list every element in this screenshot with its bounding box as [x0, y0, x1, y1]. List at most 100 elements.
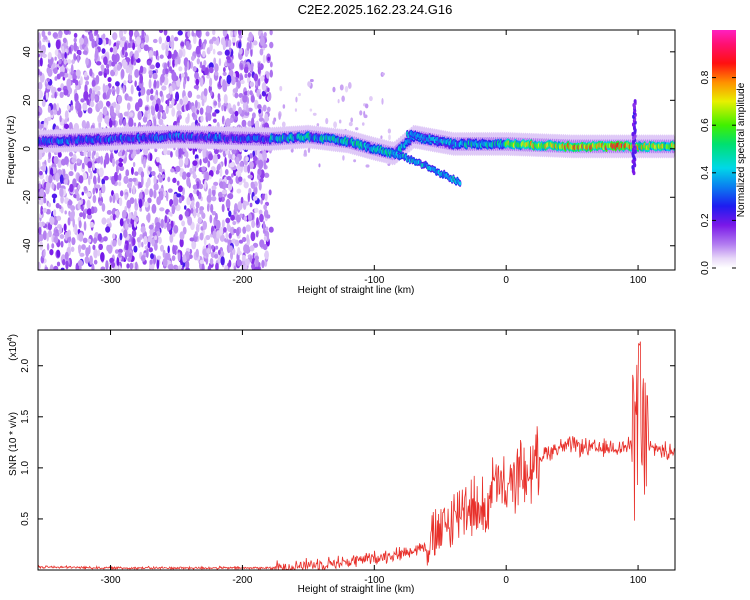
heatmap-noise-speck [112, 90, 116, 96]
heatmap-noise-speck [309, 78, 314, 83]
heatmap-noise-speck [166, 93, 171, 99]
heatmap-noise-speck [156, 55, 160, 61]
heatmap-noise-speck [387, 128, 391, 134]
heatmap-noise-speck [50, 110, 54, 116]
heatmap-noise-speck [207, 265, 212, 270]
heatmap-noise-speck [47, 202, 52, 208]
heatmap-noise-speck [68, 46, 72, 53]
heatmap-noise-speck [90, 170, 93, 180]
heatmap-noise-speck [238, 176, 243, 182]
snr-y-axis-label: SNR (10 * v/v) [8, 412, 19, 476]
heatmap-noise-speck [228, 107, 234, 115]
heatmap-noise-speck [38, 151, 43, 160]
heatmap-noise-speck [159, 244, 165, 252]
heatmap-noise-speck [234, 110, 239, 117]
heatmap-noise-speck [193, 84, 199, 90]
heatmap-noise-speck [258, 262, 261, 268]
heatmap-noise-speck [170, 220, 174, 228]
heatmap-noise-speck [70, 104, 74, 111]
heatmap-noise-speck [199, 210, 204, 215]
heatmap-noise-speck [158, 236, 162, 245]
heatmap-noise-speck [167, 60, 170, 68]
heatmap-noise-speck [47, 31, 52, 36]
heatmap-noise-speck [61, 45, 65, 54]
heatmap-noise-speck [167, 188, 173, 193]
heatmap-noise-speck [56, 261, 61, 267]
heatmap-noise-speck [123, 30, 127, 35]
heatmap-noise-speck [115, 81, 120, 87]
heatmap-noise-speck [225, 231, 228, 240]
heatmap-noise-speck [265, 226, 269, 231]
heatmap-noise-speck [146, 248, 149, 258]
heatmap-noise-speck [234, 30, 237, 37]
heatmap-noise-speck [318, 163, 321, 168]
heatmap-noise-speck [55, 39, 61, 50]
heatmap-noise-speck [184, 210, 189, 217]
heatmap-noise-speck [167, 263, 174, 270]
heatmap-noise-speck [229, 245, 233, 253]
heatmap-noise-speck [176, 116, 180, 125]
heatmap-noise-speck [262, 54, 266, 64]
heatmap-noise-speck [62, 76, 66, 81]
heatmap-noise-speck [59, 91, 64, 99]
heatmap-noise-speck [243, 215, 248, 222]
heatmap-noise-speck [309, 108, 313, 112]
heatmap-noise-speck [234, 92, 239, 99]
heatmap-noise-speck [225, 117, 231, 128]
heatmap-noise-speck [266, 71, 270, 79]
heatmap-noise-speck [191, 239, 197, 250]
heatmap-noise-speck [258, 117, 265, 122]
heatmap-noise-speck [91, 263, 95, 270]
heatmap-noise-speck [104, 115, 110, 124]
heatmap-noise-speck [109, 105, 114, 116]
heatmap-noise-speck [201, 98, 205, 107]
heatmap-noise-speck [223, 93, 228, 104]
heatmap-noise-speck [173, 224, 179, 234]
heatmap-noise-speck [242, 226, 247, 234]
heatmap-noise-speck [86, 208, 92, 216]
heatmap-noise-speck [101, 217, 107, 225]
heatmap-noise-speck [121, 36, 125, 42]
heatmap-noise-speck [132, 161, 136, 167]
heatmap-noise-speck [118, 157, 124, 163]
heatmap-noise-speck [101, 64, 105, 73]
heatmap-noise-speck [56, 249, 61, 258]
heatmap-noise-speck [103, 236, 108, 242]
heatmap-spike [631, 151, 635, 156]
spectrogram-xtick-label: 100 [630, 275, 647, 286]
heatmap-noise-speck [132, 238, 136, 246]
heatmap-noise-speck [53, 156, 59, 165]
heatmap-noise-speck [205, 105, 211, 114]
heatmap-noise-speck [205, 171, 210, 181]
heatmap-noise-speck [158, 30, 164, 34]
heatmap-noise-speck [66, 78, 72, 89]
heatmap-noise-speck [259, 94, 262, 100]
heatmap-noise-speck [125, 57, 131, 63]
heatmap-noise-speck [45, 208, 51, 215]
heatmap-noise-speck [48, 42, 51, 48]
heatmap-noise-speck [198, 38, 202, 48]
heatmap-noise-speck [257, 104, 262, 110]
heatmap-noise-speck [97, 233, 102, 242]
heatmap-noise-speck [67, 217, 71, 226]
heatmap-noise-speck [235, 156, 240, 165]
heatmap-noise-speck [63, 179, 68, 185]
heatmap-noise-speck [201, 50, 206, 58]
heatmap-noise-speck [74, 223, 78, 233]
heatmap-noise-speck [89, 32, 94, 42]
heatmap-noise-speck [342, 155, 345, 161]
heatmap-noise-speck [121, 209, 127, 219]
heatmap-noise-speck [259, 177, 264, 183]
heatmap-noise-speck [193, 208, 197, 219]
heatmap-noise-speck [149, 263, 155, 270]
snr-ytick-label: 0.5 [20, 512, 31, 526]
heatmap-noise-speck [53, 265, 59, 270]
heatmap-noise-speck [59, 234, 65, 239]
heatmap-noise-speck [224, 237, 229, 243]
heatmap-noise-speck [267, 87, 270, 92]
heatmap-noise-speck [38, 90, 44, 99]
heatmap-noise-speck [303, 149, 307, 156]
heatmap-noise-speck [73, 41, 78, 52]
heatmap-noise-speck [192, 65, 197, 72]
